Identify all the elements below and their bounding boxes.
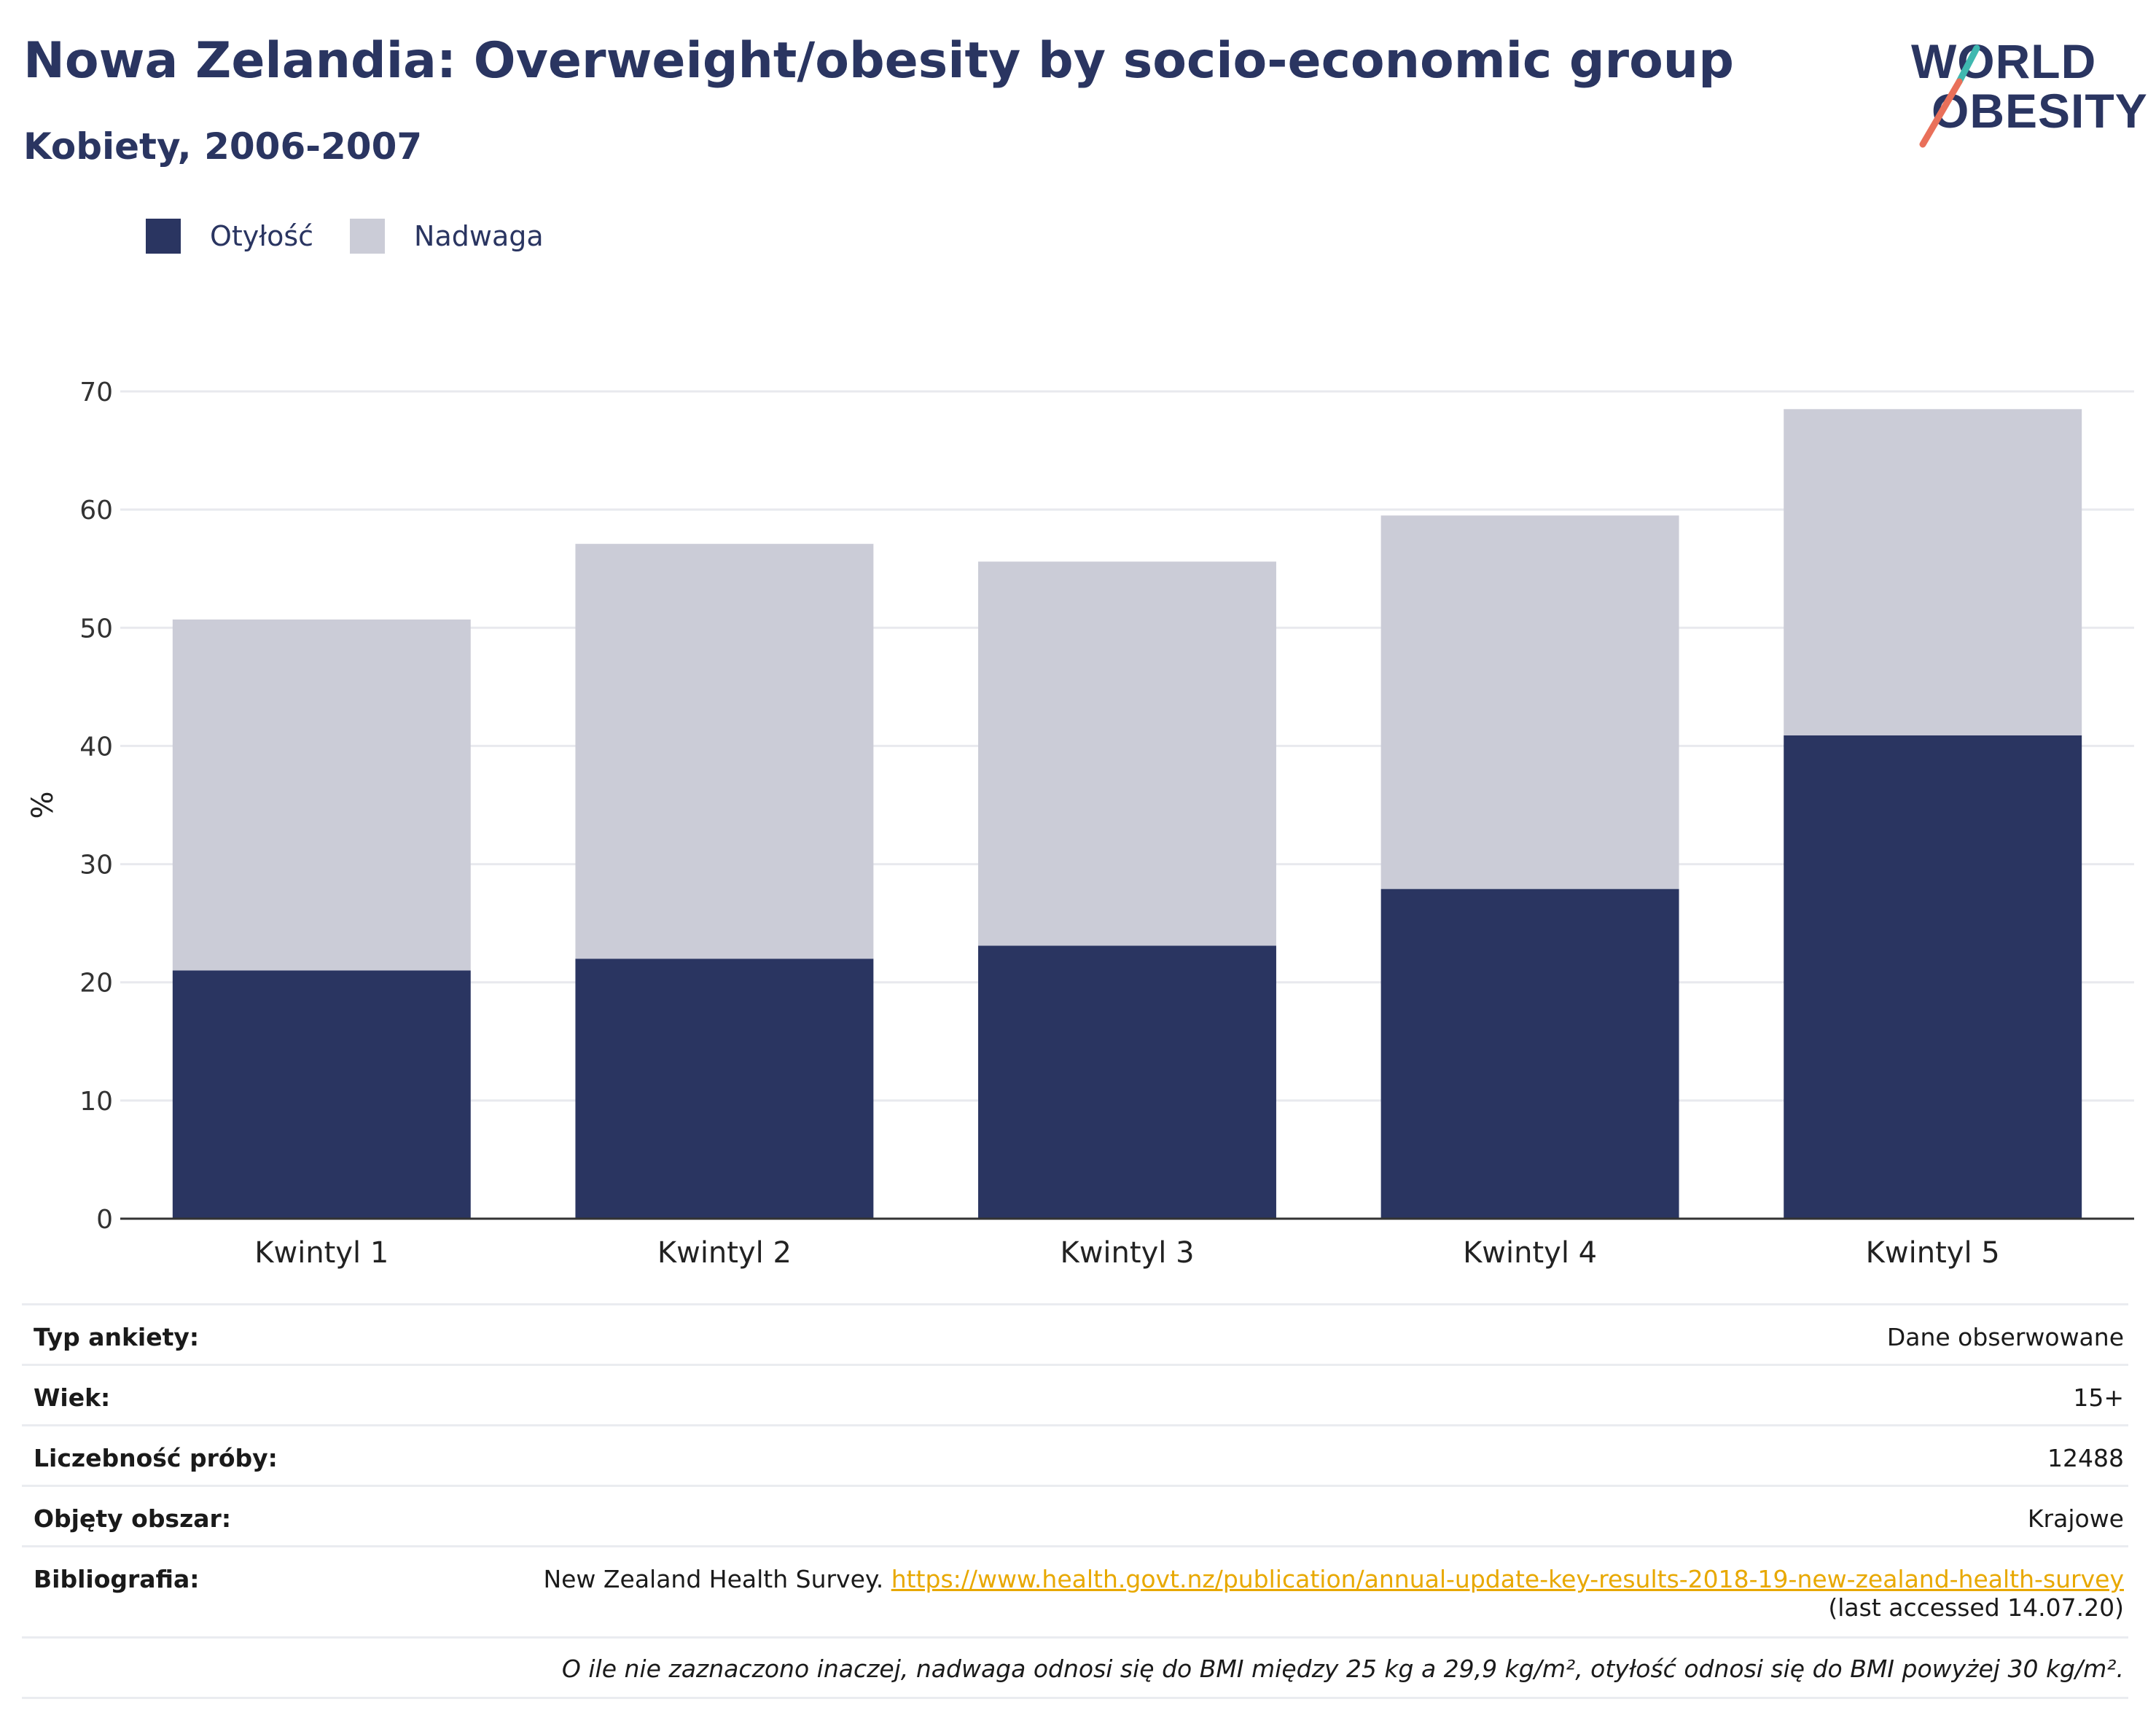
meta-row-sample-size: Liczebność próby: 12488 — [22, 1424, 2128, 1485]
bibliography-link[interactable]: https://www.health.govt.nz/publication/a… — [891, 1565, 2124, 1593]
stacked-bar-chart: 0 10 20 30 40 50 60 70% Kwintyl 1 Kwintyl 2 Kwinty… — [26, 378, 2134, 1270]
meta-row-area: Objęty obszar: Krajowe — [22, 1485, 2128, 1545]
x-tick-label: Kwintyl 5 — [1866, 1236, 2000, 1270]
y-tick-label: 0 — [96, 1205, 113, 1235]
meta-value: Krajowe — [2027, 1504, 2124, 1533]
bar-obesity — [172, 970, 471, 1219]
bar-obesity — [1784, 735, 2082, 1219]
meta-row-survey-type: Typ ankiety: Dane obserwowane — [22, 1303, 2128, 1364]
y-tick-label: 20 — [79, 969, 113, 999]
bar-overweight — [978, 561, 1276, 946]
meta-value: 15+ — [2073, 1383, 2124, 1412]
bibliography-text: New Zealand Health Survey. — [543, 1565, 891, 1593]
meta-value: 12488 — [2047, 1444, 2124, 1472]
logo-line-2: OBESITY — [1932, 84, 2148, 138]
y-tick-label: 50 — [79, 614, 113, 644]
meta-label: Bibliografia: — [34, 1565, 200, 1593]
legend-label-overweight: Nadwaga — [414, 220, 544, 252]
x-tick-label: Kwintyl 1 — [254, 1236, 388, 1270]
meta-row-bibliography: Bibliografia: New Zealand Health Survey.… — [22, 1545, 2128, 1636]
meta-value: New Zealand Health Survey. https://www.h… — [543, 1565, 2124, 1622]
page-title: Nowa Zelandia: Overweight/obesity by soc… — [23, 32, 1734, 90]
bar-overweight — [575, 544, 874, 959]
definition-note: O ile nie zaznaczono inaczej, nadwaga od… — [561, 1655, 2124, 1683]
meta-row-age: Wiek: 15+ — [22, 1364, 2128, 1424]
bar-overweight — [1784, 409, 2082, 735]
legend-item-overweight[interactable]: Nadwaga — [350, 219, 544, 254]
y-tick-label: 40 — [79, 732, 113, 762]
bar-overweight — [1380, 515, 1679, 889]
meta-label: Liczebność próby: — [34, 1444, 278, 1472]
y-tick-label: 10 — [79, 1087, 113, 1117]
meta-label: Objęty obszar: — [34, 1504, 232, 1533]
y-tick-label: 70 — [79, 378, 113, 407]
meta-label: Wiek: — [34, 1383, 111, 1412]
legend-swatch-obesity — [146, 219, 181, 254]
x-tick-label: Kwintyl 2 — [657, 1236, 792, 1270]
meta-label: Typ ankiety: — [34, 1323, 200, 1351]
x-tick-label: Kwintyl 3 — [1060, 1236, 1194, 1270]
legend-label-obesity: Otyłość — [210, 220, 314, 252]
meta-row-note: O ile nie zaznaczono inaczej, nadwaga od… — [22, 1636, 2128, 1699]
y-tick-label: 30 — [79, 851, 113, 880]
bibliography-accessed: (last accessed 14.07.20) — [1828, 1593, 2124, 1622]
bar-overweight — [172, 619, 471, 971]
bar-obesity — [978, 945, 1276, 1219]
bar-obesity — [1380, 889, 1679, 1219]
page-subtitle: Kobiety, 2006-2007 — [23, 125, 423, 168]
meta-value: Dane obserwowane — [1886, 1323, 2124, 1351]
logo-slash-icon — [1919, 44, 1980, 148]
chart-legend: Otyłość Nadwaga — [146, 217, 580, 255]
logo-line-1: WORLD — [1911, 34, 2097, 88]
x-tick-label: Kwintyl 4 — [1463, 1236, 1597, 1270]
y-axis-label: % — [26, 791, 60, 819]
survey-metadata-table: Typ ankiety: Dane obserwowane Wiek: 15+ … — [22, 1303, 2128, 1699]
world-obesity-logo: WORLD OBESITY — [1901, 26, 2147, 157]
bar-obesity — [575, 958, 874, 1219]
legend-swatch-overweight — [350, 219, 386, 254]
legend-item-obesity[interactable]: Otyłość — [146, 219, 313, 254]
y-tick-label: 60 — [79, 496, 113, 526]
